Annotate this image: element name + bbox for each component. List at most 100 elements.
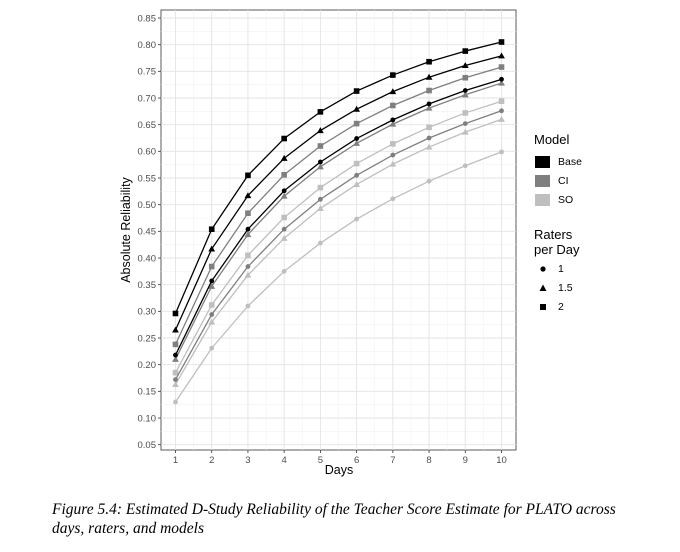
- x-tick-label: 8: [426, 455, 431, 466]
- legend-label-raters-1-5: 1.5: [558, 281, 573, 294]
- data-point: [390, 141, 396, 147]
- data-point: [353, 160, 360, 167]
- y-tick-label: 0.50: [138, 200, 157, 211]
- circle-marker-icon: [539, 265, 546, 272]
- legend-swatch-base: [535, 155, 550, 168]
- data-point: [354, 172, 360, 178]
- y-tick-label: 0.10: [138, 413, 157, 424]
- line-chart: 0.05 0.10 0.15 0.20 0.25 0.30 0.35 0.40 0.45 0.50…: [119, 9, 517, 477]
- legend-swatch-ci: [535, 174, 550, 187]
- data-point: [281, 214, 287, 221]
- series-line: [174, 66, 502, 345]
- series-line: [174, 100, 502, 373]
- legend-label-raters-1: 1: [558, 262, 564, 275]
- data-point: [498, 98, 505, 104]
- data-point: [317, 143, 324, 149]
- legend-item-raters-2: 2: [534, 297, 664, 316]
- series-ci-raters-2: [172, 64, 505, 348]
- data-point: [245, 264, 251, 269]
- y-tick-label: 0.40: [138, 253, 157, 264]
- square-marker-icon: [539, 303, 546, 310]
- data-point: [390, 102, 396, 109]
- data-point: [499, 108, 504, 114]
- data-point: [281, 188, 287, 194]
- data-point: [461, 128, 469, 135]
- data-point: [389, 120, 397, 127]
- data-point: [245, 303, 251, 309]
- data-point: [426, 101, 432, 107]
- data-point: [245, 226, 251, 232]
- series-base-raters-1: [173, 76, 504, 358]
- series-base-raters-1-5: [172, 52, 505, 333]
- data-point: [426, 58, 432, 65]
- data-point: [353, 120, 360, 127]
- x-tick-label: 3: [245, 455, 250, 466]
- legend-item-so: SO: [534, 190, 664, 209]
- figure-caption: Figure 5.4: Estimated D-Study Reliabilit…: [52, 500, 662, 538]
- legend-label-ci: CI: [558, 174, 569, 187]
- series-line: [174, 110, 502, 380]
- data-point: [172, 355, 179, 362]
- y-tick-label: 0.35: [138, 280, 157, 291]
- data-point: [172, 310, 179, 317]
- series-line: [174, 151, 502, 403]
- data-point: [280, 154, 288, 161]
- legend-label-so: SO: [558, 193, 574, 206]
- data-point: [209, 312, 215, 317]
- data-point: [354, 136, 360, 141]
- data-point: [245, 210, 251, 216]
- x-tick-label: 4: [282, 455, 287, 466]
- series-line: [174, 55, 502, 331]
- legend-item-raters-1-5: 1.5: [534, 278, 664, 297]
- y-tick-label: 0.05: [138, 440, 157, 451]
- data-point: [208, 245, 216, 252]
- series-base-raters-2: [172, 39, 505, 317]
- data-point: [462, 121, 468, 126]
- y-tick-label: 0.45: [138, 227, 157, 238]
- data-point: [208, 302, 215, 308]
- data-point: [281, 135, 287, 142]
- data-point: [245, 172, 251, 179]
- data-point: [280, 234, 288, 241]
- y-tick-label: 0.15: [138, 387, 157, 398]
- data-point: [462, 88, 468, 93]
- data-point: [426, 178, 432, 184]
- y-tick-label: 0.55: [138, 173, 157, 184]
- series-ci-raters-1: [173, 108, 504, 382]
- legend-raters-title-line2: per Day: [534, 242, 580, 257]
- data-point: [462, 163, 468, 169]
- data-point: [317, 184, 324, 191]
- x-tick-label: 10: [496, 455, 507, 466]
- data-point: [208, 318, 216, 325]
- data-point: [426, 87, 432, 94]
- data-point: [353, 139, 361, 146]
- data-point: [498, 39, 505, 45]
- series-lines: [172, 39, 505, 405]
- legend-raters-title: Raters per Day: [534, 227, 664, 257]
- x-tick-label: 7: [390, 455, 395, 466]
- series-line: [174, 78, 502, 356]
- legend-raters-title-line1: Raters: [534, 227, 573, 242]
- data-point: [498, 115, 505, 122]
- y-tick-label: 0.70: [138, 93, 157, 104]
- data-point: [281, 226, 287, 232]
- data-point: [317, 109, 324, 115]
- y-tick-label: 0.60: [138, 147, 157, 158]
- y-tick-label: 0.30: [138, 307, 157, 318]
- data-point: [245, 252, 251, 259]
- data-point: [208, 226, 215, 232]
- data-point: [317, 196, 323, 202]
- x-tick-label: 9: [463, 455, 468, 466]
- y-tick-label: 0.25: [138, 333, 157, 344]
- series-line: [174, 118, 502, 385]
- legend-item-ci: CI: [534, 171, 664, 190]
- data-point: [426, 124, 432, 131]
- data-point: [173, 352, 178, 358]
- caption-line-1: Figure 5.4: Estimated D-Study Reliabilit…: [52, 501, 616, 518]
- series-ci-raters-1-5: [172, 79, 505, 362]
- x-tick-label: 5: [318, 455, 323, 466]
- data-point: [390, 152, 396, 158]
- data-point: [208, 263, 215, 270]
- data-point: [317, 240, 323, 246]
- data-point: [354, 216, 360, 222]
